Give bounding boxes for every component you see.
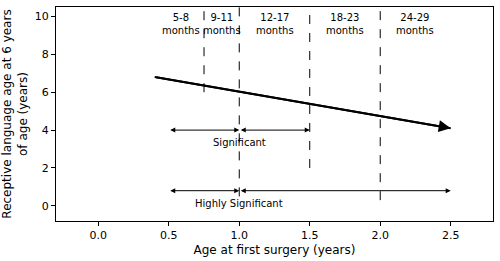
svg-text:2.5: 2.5 <box>442 229 460 242</box>
svg-text:10: 10 <box>35 10 49 23</box>
svg-text:2: 2 <box>42 162 49 175</box>
svg-text:1.0: 1.0 <box>231 229 249 242</box>
svg-text:24-29months: 24-29months <box>396 12 434 36</box>
svg-text:0.5: 0.5 <box>160 229 178 242</box>
svg-text:2.0: 2.0 <box>371 229 389 242</box>
svg-text:18-23months: 18-23months <box>326 12 364 36</box>
svg-text:4: 4 <box>42 124 49 137</box>
svg-text:8: 8 <box>42 48 49 61</box>
svg-text:0.0: 0.0 <box>90 229 108 242</box>
svg-text:12-17months: 12-17months <box>256 12 294 36</box>
svg-text:Receptive language age at 6 ye: Receptive language age at 6 yearsof age … <box>0 9 30 218</box>
svg-text:0: 0 <box>42 200 49 213</box>
svg-text:1.5: 1.5 <box>301 229 319 242</box>
svg-text:5-8months: 5-8months <box>162 12 200 36</box>
svg-text:Significant: Significant <box>213 137 266 148</box>
svg-text:6: 6 <box>42 86 49 99</box>
svg-text:9-11months: 9-11months <box>203 12 241 36</box>
svg-text:Age at first surgery (years): Age at first surgery (years) <box>194 243 356 257</box>
svg-text:Highly Significant: Highly Significant <box>195 198 283 209</box>
